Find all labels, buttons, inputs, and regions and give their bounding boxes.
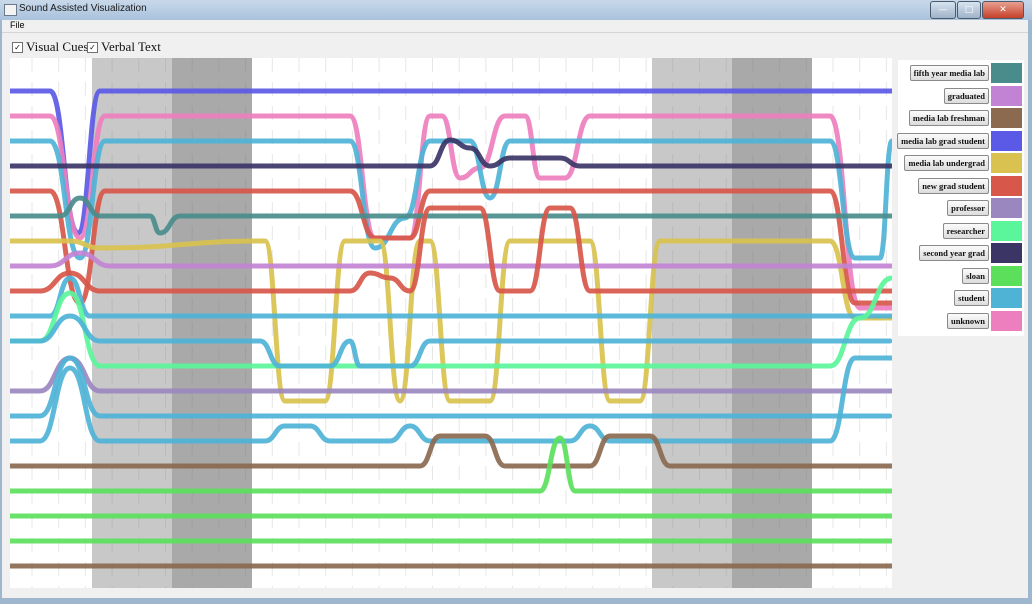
legend-button[interactable]: professor [947,200,989,216]
storyline-visualization[interactable] [10,58,892,588]
legend-button[interactable]: new grad student [918,177,989,194]
minimize-button[interactable]: — [930,1,956,19]
legend-item[interactable]: media lab freshman [898,108,1024,128]
character-line[interactable] [10,88,892,236]
character-line[interactable] [10,355,892,419]
legend-swatch [991,130,1022,151]
legend-button[interactable]: graduated [943,87,989,104]
character-line[interactable] [10,195,892,236]
legend-swatch [991,243,1022,263]
close-button[interactable]: ✕ [982,1,1024,19]
highlight-band [732,58,812,588]
legend-swatch [991,153,1022,173]
legend-item[interactable]: sloan [898,265,1024,286]
legend-item[interactable]: unknown [898,310,1024,331]
maximize-button[interactable]: □ [957,1,981,19]
legend-button[interactable]: fifth year media lab [909,65,989,81]
window-bottom-edge [0,598,1032,604]
character-line[interactable] [10,137,892,169]
legend-item[interactable]: second year grad [898,243,1024,263]
title-bar: Sound Assisted Visualization — □ ✕ [0,0,1032,20]
legend-button[interactable]: unknown [946,312,989,329]
legend-item[interactable]: media lab undergrad [898,153,1024,173]
legend-item[interactable]: graduated [898,85,1024,106]
legend-item[interactable]: student [898,288,1024,308]
legend-panel: fifth year media lab graduated media lab f… [897,60,1024,336]
legend-button[interactable]: sloan [962,267,989,284]
legend-swatch [991,63,1022,83]
legend-item[interactable]: fifth year media lab [898,63,1024,83]
time-ticks [31,58,887,588]
highlight-band [92,58,172,588]
legend-button[interactable]: media lab grad student [897,132,989,149]
visual-cues-checkbox[interactable]: ✓ Visual Cues [12,39,88,55]
window-title: Sound Assisted Visualization [19,3,147,14]
highlight-bands [92,58,812,588]
legend-swatch [991,288,1022,308]
character-line[interactable] [10,205,892,294]
character-line[interactable] [10,238,892,404]
character-lines[interactable] [10,88,892,569]
checkbox-checked-icon[interactable]: ✓ [12,41,23,53]
highlight-band [172,58,252,588]
legend-item[interactable]: professor [898,198,1024,218]
character-line[interactable] [10,313,892,369]
legend-swatch [991,220,1022,241]
legend-item[interactable]: media lab grad student [897,130,1024,151]
character-line[interactable] [10,188,892,306]
checkbox-checked-icon[interactable]: ✓ [87,41,98,53]
legend-swatch [991,198,1022,218]
highlight-band [652,58,732,588]
visual-cues-label: Visual Cues [26,39,89,54]
character-line[interactable] [10,138,892,261]
legend-button[interactable]: media lab undergrad [904,155,989,171]
verbal-text-checkbox[interactable]: ✓ Verbal Text [87,39,161,55]
menu-file[interactable]: File [10,20,25,30]
legend-swatch [991,108,1022,128]
character-line[interactable] [10,275,892,369]
legend-item[interactable]: researcher [898,220,1024,241]
menu-bar: File [2,20,1028,33]
character-line[interactable] [10,250,892,269]
app-icon[interactable] [4,4,17,16]
verbal-text-label: Verbal Text [101,39,161,54]
legend-swatch [991,175,1022,196]
legend-button[interactable]: media lab freshman [908,110,989,126]
legend-swatch [991,310,1022,331]
toolbar: ✓ Visual Cues ✓ Verbal Text [2,33,1028,57]
legend-swatch [991,85,1022,106]
legend-swatch [991,265,1022,286]
legend-button[interactable]: student [954,290,989,306]
legend-button[interactable]: researcher [942,222,989,239]
legend-item[interactable]: new grad student [898,175,1024,196]
legend-button[interactable]: second year grad [919,245,989,261]
character-line[interactable] [10,435,892,494]
